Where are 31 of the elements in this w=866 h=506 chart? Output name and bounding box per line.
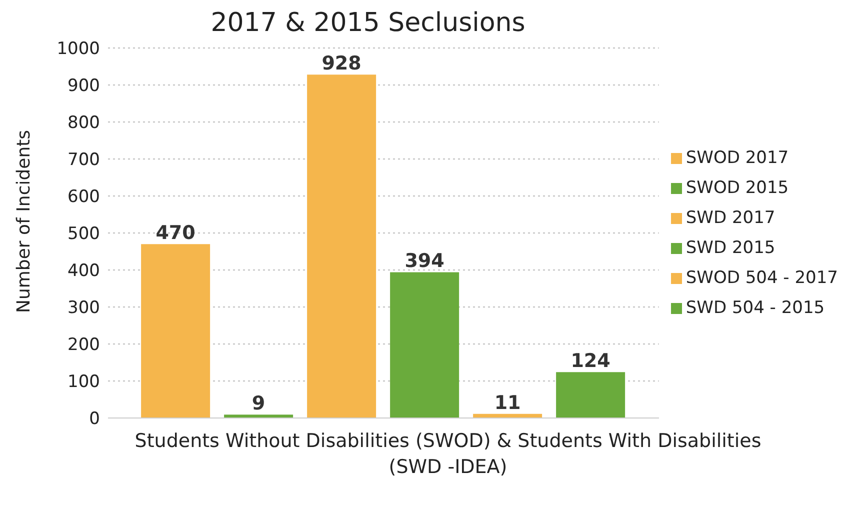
legend-label: SWD 2015 bbox=[686, 238, 776, 258]
data-label: 928 bbox=[322, 52, 362, 75]
y-tick-label: 500 bbox=[68, 224, 100, 244]
y-tick-label: 200 bbox=[68, 335, 100, 356]
data-label: 11 bbox=[494, 392, 521, 414]
y-axis-title: Number of Incidents bbox=[13, 130, 34, 313]
y-tick-label: 800 bbox=[68, 113, 100, 134]
bar bbox=[307, 74, 376, 418]
y-tick-label: 900 bbox=[68, 76, 100, 96]
data-label: 124 bbox=[570, 350, 610, 372]
legend-label: SWOD 504 - 2017 bbox=[686, 268, 838, 288]
bar bbox=[556, 372, 626, 418]
y-tick-label: 1000 bbox=[56, 39, 100, 60]
data-label: 394 bbox=[404, 250, 444, 272]
chart-title: 2017 & 2015 Seclusions bbox=[210, 8, 526, 38]
bar bbox=[141, 244, 210, 418]
data-label: 470 bbox=[156, 222, 196, 244]
bar bbox=[224, 414, 294, 418]
legend-label: SWD 2017 bbox=[686, 208, 776, 228]
legend-label: SWD 504 - 2015 bbox=[686, 298, 825, 318]
y-tick-label: 700 bbox=[68, 150, 100, 170]
data-label: 9 bbox=[252, 392, 266, 415]
y-tick-label: 100 bbox=[68, 372, 100, 392]
legend-label: SWOD 2015 bbox=[686, 178, 789, 198]
y-tick-label: 600 bbox=[68, 187, 100, 208]
x-axis-title: Students Without Disabilities (SWOD) & Students With Disabilities (SWD -IDEA) bbox=[134, 429, 762, 480]
legend-label: SWOD 2017 bbox=[686, 148, 789, 168]
bar bbox=[390, 272, 460, 418]
y-tick-label: 400 bbox=[68, 261, 100, 282]
y-tick-label: 0 bbox=[89, 409, 100, 430]
y-tick-label: 300 bbox=[68, 298, 100, 318]
